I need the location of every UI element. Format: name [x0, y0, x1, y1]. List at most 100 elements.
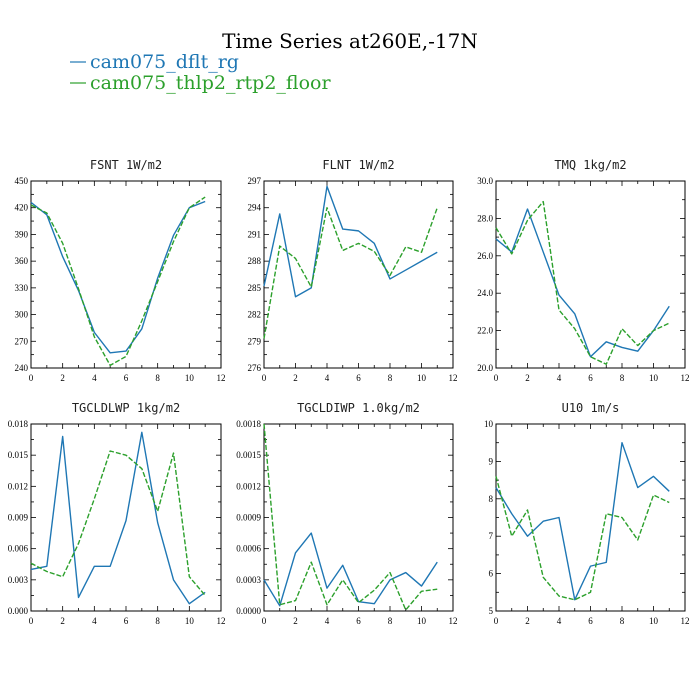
- y-tick-label: 10: [484, 419, 494, 429]
- x-tick-label: 8: [155, 373, 160, 383]
- x-tick-label: 8: [620, 373, 625, 383]
- x-tick-label: 4: [92, 373, 97, 383]
- x-tick-label: 12: [449, 616, 458, 626]
- series-line-1: [495, 200, 670, 365]
- x-tick-label: 6: [588, 373, 593, 383]
- x-tick-label: 10: [417, 373, 427, 383]
- x-tick-label: 0: [262, 373, 267, 383]
- chart-panel-3: TGCLDLWP 1kg/m2 0 2 4 6 8 10 12 0.000 0.003 0.006 0…: [8, 401, 226, 626]
- x-tick-label: 12: [217, 373, 226, 383]
- y-tick-label: 360: [15, 256, 29, 266]
- x-tick-label: 6: [588, 616, 593, 626]
- x-tick-label: 10: [417, 616, 427, 626]
- y-tick-label: 22.0: [477, 326, 493, 336]
- y-tick-label: 420: [15, 203, 29, 213]
- y-tick-label: 0.0018: [236, 419, 261, 429]
- plot-frame: [495, 423, 686, 612]
- y-tick-label: 282: [248, 310, 262, 320]
- series-line-0: [495, 442, 670, 601]
- panel-title: TMQ 1kg/m2: [554, 158, 626, 172]
- x-tick-label: 0: [29, 616, 34, 626]
- y-tick-label: 279: [248, 336, 262, 346]
- x-tick-label: 0: [494, 373, 499, 383]
- y-tick-label: 5: [489, 606, 494, 616]
- plot-frame: [263, 423, 454, 612]
- x-tick-label: 8: [155, 616, 160, 626]
- x-tick-label: 2: [60, 373, 65, 383]
- chart-panel-1: FLNT 1W/m2 0 2 4 6 8 10 12 276 279 282 285 288 291 294…: [248, 158, 458, 383]
- series-line-0: [30, 200, 206, 354]
- legend: cam075_dflt_rg cam075_thlp2_rtp2_floor: [70, 51, 331, 94]
- x-tick-label: 2: [60, 616, 65, 626]
- x-tick-label: 12: [681, 616, 690, 626]
- x-tick-label: 2: [525, 616, 530, 626]
- y-tick-label: 0.018: [8, 419, 29, 429]
- y-tick-label: 26.0: [477, 251, 493, 261]
- x-tick-label: 10: [185, 373, 195, 383]
- y-tick-label: 0.0003: [236, 575, 261, 585]
- panels-grid: FSNT 1W/m20 2 4 6 8 10 12240270300330360390420…: [8, 158, 690, 626]
- x-tick-label: 8: [388, 616, 393, 626]
- x-tick-label: 12: [681, 373, 690, 383]
- plot-frame: [30, 180, 222, 369]
- panel-title: TGCLDLWP 1kg/m2: [72, 401, 180, 415]
- x-tick-label: 4: [325, 373, 330, 383]
- legend-label-floor: cam075_thlp2_rtp2_floor: [90, 72, 331, 94]
- x-tick-label: 12: [449, 373, 458, 383]
- chart-panel-2: TMQ 1kg/m2 0 2 4 6 8 10 12 20.0 22.0 24.0 26.0 28.0 3…: [477, 158, 689, 383]
- x-tick-label: 0: [494, 616, 499, 626]
- y-tick-label: 20.0: [477, 363, 493, 373]
- plot-frame: [263, 180, 454, 369]
- y-tick-label: 288: [248, 256, 262, 266]
- y-tick-label: 24.0: [477, 288, 493, 298]
- x-tick-label: 2: [293, 616, 298, 626]
- x-tick-label: 12: [217, 616, 226, 626]
- y-tick-label: 297: [248, 176, 262, 186]
- y-tick-label: 7: [489, 531, 494, 541]
- x-tick-label: 6: [124, 373, 129, 383]
- y-tick-label: 0.012: [8, 481, 28, 491]
- series-line-1: [495, 476, 670, 601]
- y-tick-label: 0.015: [8, 450, 29, 460]
- figure-title: Time Series at260E,-17N: [222, 29, 478, 53]
- x-tick-label: 4: [557, 616, 562, 626]
- x-tick-label: 6: [124, 616, 129, 626]
- panel-title: FSNT 1W/m2: [90, 158, 162, 172]
- x-tick-label: 6: [356, 373, 361, 383]
- y-tick-label: 450: [15, 176, 29, 186]
- x-tick-label: 10: [185, 616, 195, 626]
- y-tick-label: 0.000: [8, 606, 29, 616]
- y-tick-label: 0.0006: [236, 544, 261, 554]
- x-tick-label: 0: [262, 616, 267, 626]
- x-tick-label: 6: [356, 616, 361, 626]
- y-tick-label: 300: [15, 310, 29, 320]
- y-tick-label: 285: [248, 283, 262, 293]
- y-tick-label: 0.009: [8, 513, 29, 523]
- y-tick-label: 6: [489, 569, 494, 579]
- y-tick-label: 390: [15, 229, 29, 239]
- y-tick-label: 270: [15, 336, 29, 346]
- chart-panel-5: U10 1m/s 0 2 4 6 8 10 12 5 6 7 8 9 10: [484, 401, 690, 626]
- y-tick-label: 30.0: [477, 176, 493, 186]
- series-line-0: [263, 185, 438, 298]
- series-line-1: [263, 207, 438, 339]
- y-tick-label: 8: [489, 494, 494, 504]
- x-tick-label: 2: [525, 373, 530, 383]
- series-line-0: [495, 208, 670, 358]
- y-tick-label: 9: [489, 456, 494, 466]
- panel-title: FLNT 1W/m2: [322, 158, 394, 172]
- x-tick-label: 4: [325, 616, 330, 626]
- panel-title: U10 1m/s: [562, 401, 620, 415]
- x-tick-label: 8: [620, 616, 625, 626]
- legend-label-dflt: cam075_dflt_rg: [90, 51, 239, 73]
- y-tick-label: 0.0012: [236, 481, 261, 491]
- y-tick-label: 0.003: [8, 575, 29, 585]
- y-tick-label: 0.0000: [236, 606, 261, 616]
- y-tick-label: 0.0015: [236, 450, 261, 460]
- series-line-1: [30, 196, 206, 367]
- panel-title: TGCLDIWP 1.0kg/m2: [297, 401, 420, 415]
- x-tick-label: 2: [293, 373, 298, 383]
- x-tick-label: 10: [649, 373, 659, 383]
- series-line-1: [30, 450, 206, 596]
